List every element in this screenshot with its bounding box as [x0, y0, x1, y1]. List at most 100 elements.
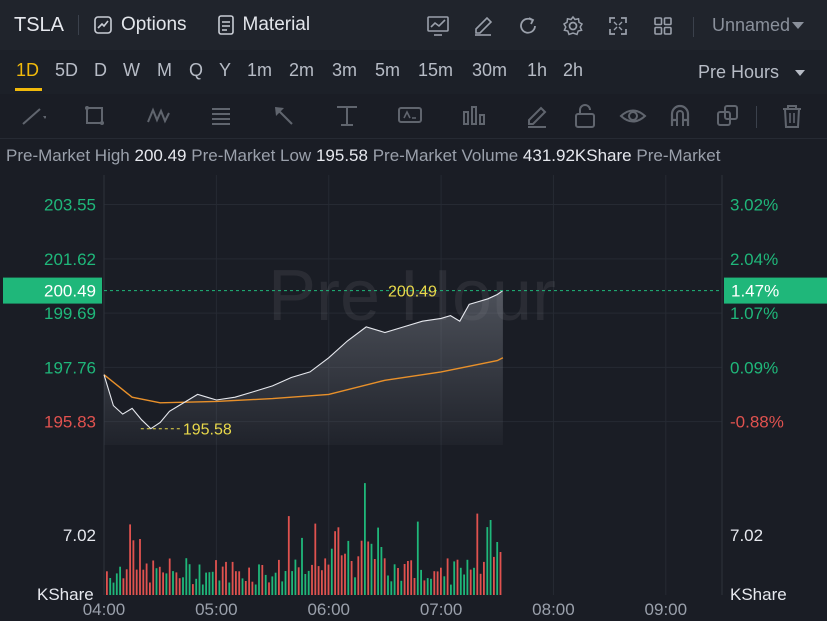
volume-bar [423, 580, 426, 595]
time-tick-label: 08:00 [532, 600, 575, 619]
volume-bar [208, 572, 211, 595]
price-chart[interactable]: Pre Hour 200.49 195.58 203.55 201.62 199.6… [0, 175, 827, 621]
percent-tick-label: 1.07% [730, 304, 778, 323]
pen-icon[interactable] [469, 12, 497, 40]
volume-bar [251, 581, 254, 595]
price-line [103, 290, 504, 430]
interval-d[interactable]: D [94, 60, 107, 80]
volume-bar [274, 572, 277, 595]
fib-tool-icon[interactable] [208, 102, 236, 130]
volume-axis: 7.02 7.02 KShare KShare [37, 526, 787, 604]
price-tick-label: 197.76 [44, 358, 96, 377]
pattern-tool-icon[interactable] [145, 102, 173, 130]
grid-icon[interactable] [649, 12, 677, 40]
volume-bar [291, 571, 293, 595]
magnet-icon[interactable] [666, 102, 694, 130]
brush-tool-icon[interactable] [524, 102, 552, 130]
interval-q[interactable]: Q [189, 60, 204, 80]
interval-1h[interactable]: 1h [527, 60, 548, 80]
current-price-tags: 200.49 1.47% [3, 277, 827, 304]
symbol-label[interactable]: TSLA [14, 13, 65, 36]
options-label: Options [121, 14, 187, 35]
time-tick-label: 05:00 [195, 600, 238, 619]
options-button[interactable]: Options [93, 14, 187, 36]
text-tool-icon[interactable] [396, 102, 424, 130]
volume-bar [400, 580, 403, 595]
interval-3m[interactable]: 3m [332, 60, 358, 80]
toolbar-icons [424, 12, 694, 40]
volume-bar [168, 558, 171, 595]
interval-2m[interactable]: 2m [289, 60, 315, 80]
eye-icon[interactable] [619, 102, 647, 130]
top-toolbar: TSLA Options Material [0, 0, 827, 51]
caret-down-icon[interactable] [792, 22, 804, 29]
volume-bar [132, 540, 135, 595]
volume-bar [139, 539, 141, 595]
trail-label: Pre-Market [636, 146, 721, 165]
volume-bar [420, 569, 422, 595]
percent-tick-label: 2.04% [730, 250, 778, 269]
volume-bar [324, 558, 327, 595]
price-tick-label: 201.62 [44, 250, 96, 269]
volume-bar [175, 572, 178, 595]
volume-bar [125, 569, 128, 595]
interval-m[interactable]: M [157, 60, 172, 80]
time-axis: 04:00 05:00 06:00 07:00 08:00 09:00 [83, 600, 687, 619]
volume-bar [489, 520, 492, 595]
interval-15m[interactable]: 15m [418, 60, 454, 80]
measure-tool-icon[interactable] [333, 102, 361, 130]
layout-name-dropdown[interactable]: Unnamed [712, 15, 791, 35]
volume-bar [493, 556, 495, 595]
volume-bar [198, 564, 201, 595]
volume-bar [185, 558, 188, 595]
volume-bar [327, 564, 330, 595]
volume-bar [334, 531, 336, 595]
layers-icon[interactable] [714, 102, 742, 130]
material-button[interactable]: Material [217, 14, 310, 36]
trash-icon[interactable] [778, 102, 806, 130]
volume-tick-left: 7.02 [63, 526, 96, 545]
rectangle-tool-icon[interactable] [82, 102, 110, 130]
volume-bar [241, 578, 244, 595]
volume-bar [340, 555, 343, 595]
indicator-tool-icon[interactable] [460, 102, 488, 130]
volume-bar [483, 561, 485, 595]
interval-2h[interactable]: 2h [563, 60, 584, 80]
interval-1m[interactable]: 1m [247, 60, 273, 80]
volume-bar [393, 564, 396, 595]
interval-1d[interactable]: 1D [16, 60, 40, 80]
current-price-label: 200.49 [44, 282, 96, 301]
arrow-tool-icon[interactable] [270, 102, 298, 130]
interval-5m[interactable]: 5m [375, 60, 401, 80]
lock-icon[interactable] [571, 102, 599, 130]
volume-bar [370, 543, 373, 595]
session-dropdown[interactable]: Pre Hours [698, 62, 780, 82]
volume-bar [231, 561, 234, 595]
volume-bar [387, 575, 389, 595]
interval-y[interactable]: Y [219, 60, 232, 80]
volume-bar [225, 561, 227, 595]
volume-bar [317, 566, 320, 595]
gear-icon[interactable] [559, 12, 587, 40]
interval-w[interactable]: W [123, 60, 140, 80]
volume-bar [459, 567, 462, 595]
trendline-tool-icon[interactable] [18, 102, 46, 130]
premarket-stats: Pre-Market High 200.49 Pre-Market Low 19… [6, 146, 720, 166]
time-tick-label: 07:00 [420, 600, 463, 619]
volume-bar [443, 576, 446, 595]
volume-bar [281, 581, 284, 595]
volume-bar [215, 560, 217, 595]
current-price-tag [3, 277, 102, 304]
volume-bar [284, 571, 287, 595]
interval-30m[interactable]: 30m [472, 60, 508, 80]
price-tick-label: 199.69 [44, 304, 96, 323]
caret-down-icon[interactable] [795, 70, 805, 76]
refresh-icon[interactable] [514, 12, 542, 40]
current-percent-label: 1.47% [731, 282, 779, 301]
chart-line-icon[interactable] [424, 12, 452, 40]
interval-5d[interactable]: 5D [55, 60, 79, 80]
volume-bar [201, 584, 204, 595]
price-tick-label: 195.83 [44, 413, 96, 432]
fullscreen-icon[interactable] [604, 12, 632, 40]
volume-bar [248, 567, 250, 595]
